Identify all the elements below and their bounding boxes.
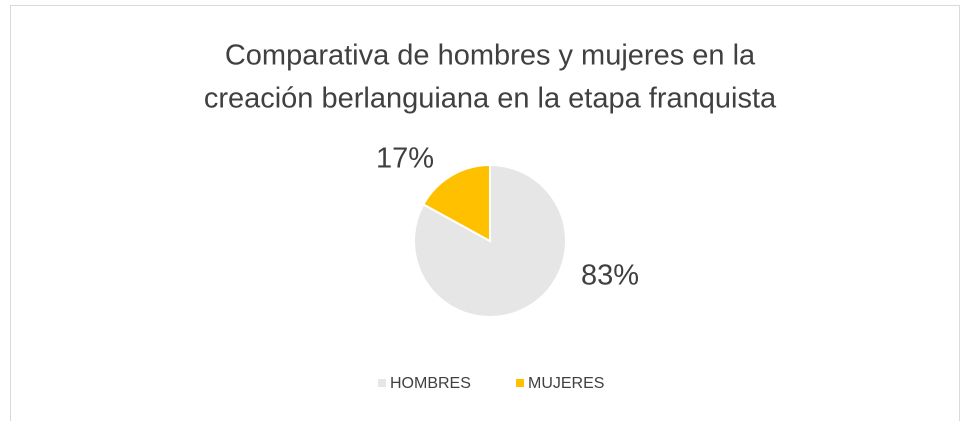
chart-title: Comparativa de hombres y mujeres en la (225, 40, 756, 72)
legend-label: MUJERES (528, 375, 604, 392)
legend-swatch (378, 379, 386, 387)
data-label: 83% (581, 260, 639, 292)
pie-slice (422, 163, 491, 243)
legend-swatch (516, 379, 524, 387)
chart-title: creación berlanguiana en la etapa franqu… (204, 83, 777, 115)
legend-label: HOMBRES (390, 375, 471, 392)
data-label: 17% (376, 143, 434, 175)
